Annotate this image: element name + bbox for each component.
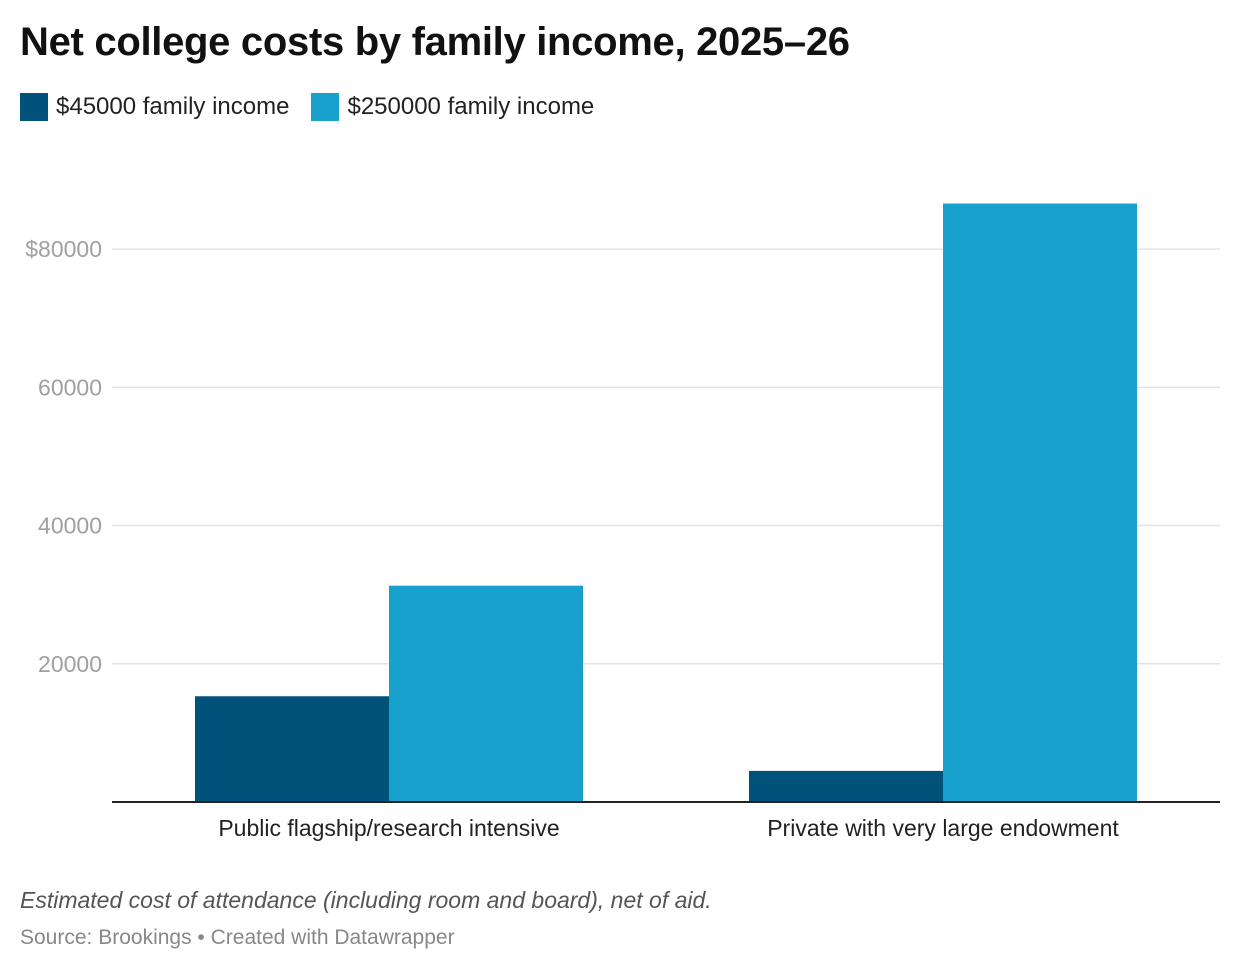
legend-swatch-low-income	[20, 93, 48, 121]
legend-label-low-income: $45000 family income	[56, 93, 290, 120]
bar	[195, 696, 389, 802]
y-tick-label: 20000	[38, 651, 102, 677]
legend: $45000 family income $250000 family inco…	[20, 93, 594, 121]
bar	[749, 770, 943, 802]
legend-label-high-income: $250000 family income	[347, 93, 595, 120]
bar	[943, 203, 1137, 802]
y-tick-label: 60000	[38, 374, 102, 400]
chart-source: Source: Brookings • Created with Datawra…	[20, 926, 455, 949]
legend-item-high-income: $250000 family income	[311, 93, 594, 121]
x-tick-label: Public flagship/research intensive	[218, 815, 559, 841]
legend-item-low-income: $45000 family income	[20, 93, 289, 121]
chart-notes: Estimated cost of attendance (including …	[20, 887, 712, 913]
x-tick-label: Private with very large endowment	[767, 815, 1119, 841]
y-tick-label: 40000	[38, 513, 102, 539]
legend-swatch-high-income	[311, 93, 340, 121]
bar	[389, 585, 583, 802]
y-tick-label: $80000	[25, 236, 102, 262]
chart-title: Net college costs by family income, 2025…	[20, 20, 850, 64]
